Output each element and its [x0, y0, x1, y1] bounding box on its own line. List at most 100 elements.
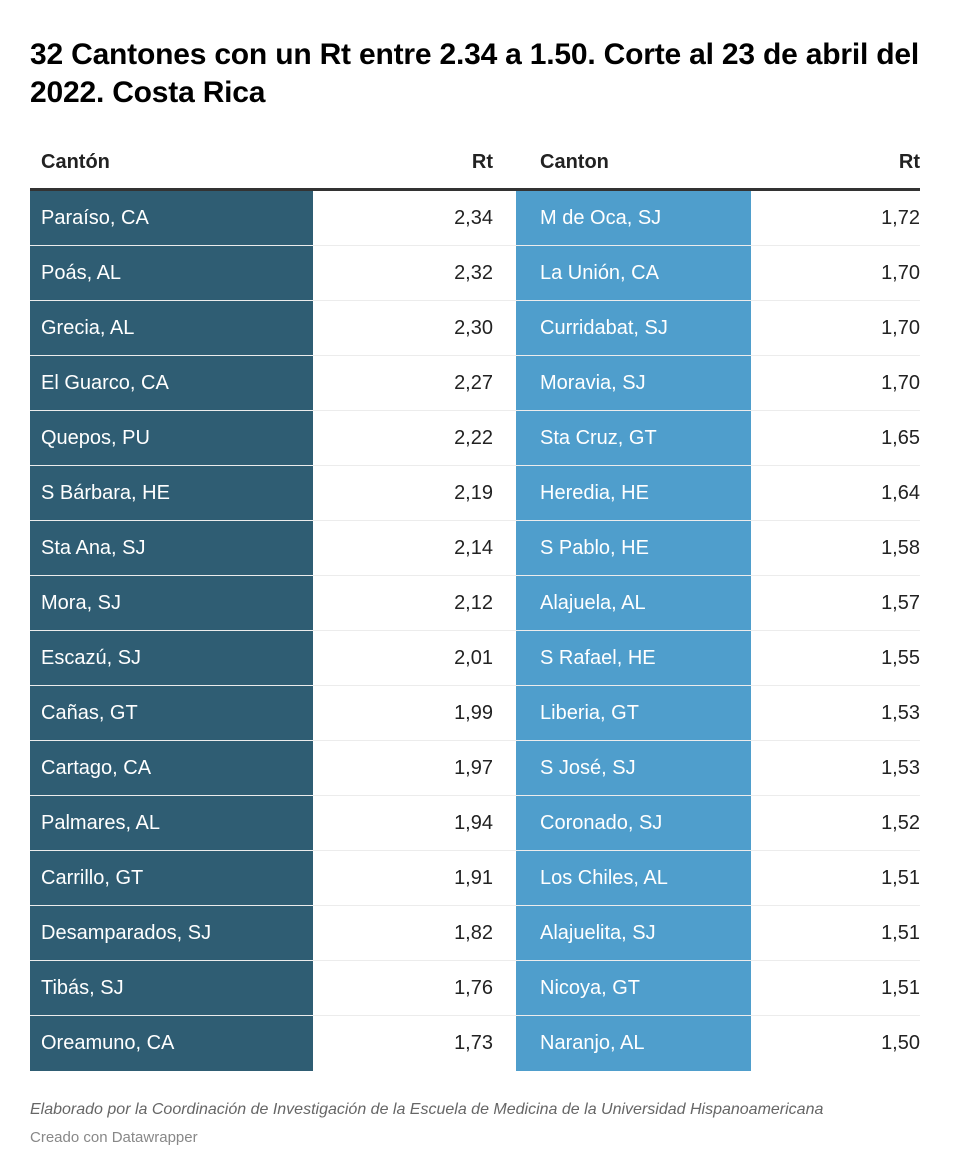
rt-value-cell-1: 1,94	[454, 812, 493, 834]
row-divider	[30, 410, 920, 411]
row-divider	[30, 795, 920, 796]
row-divider	[30, 520, 920, 521]
rt-value-cell-1: 1,73	[454, 1032, 493, 1054]
canton-name-cell-1: Escazú, SJ	[30, 631, 313, 686]
row-divider	[30, 575, 920, 576]
canton-name-cell-1: El Guarco, CA	[30, 356, 313, 411]
header-rt-2[interactable]: Rt	[898, 151, 920, 173]
header-canton-2[interactable]: Canton	[540, 151, 609, 173]
rt-value-cell-2: 1,50	[881, 1032, 920, 1054]
rt-value-cell-2: 1,70	[881, 262, 920, 284]
data-table: Cantón Rt Canton Rt Paraíso, CA 2,34 M de …	[30, 137, 920, 1071]
rt-value-cell-2: 1,64	[881, 482, 920, 504]
canton-name-cell-2: Nicoya, GT	[516, 961, 751, 1016]
canton-name-cell-1: Desamparados, SJ	[30, 906, 313, 961]
table-row: Escazú, SJ 2,01 S Rafael, HE 1,55	[30, 631, 920, 686]
table-row: Desamparados, SJ 1,82 Alajuelita, SJ 1,51	[30, 906, 920, 961]
table-row: Carrillo, GT 1,91 Los Chiles, AL 1,51	[30, 851, 920, 906]
rt-value-cell-1: 1,91	[454, 867, 493, 889]
canton-name-cell-1: Palmares, AL	[30, 796, 313, 851]
table-row: Sta Ana, SJ 2,14 S Pablo, HE 1,58	[30, 521, 920, 576]
canton-name-cell-2: Alajuela, AL	[516, 576, 751, 631]
rt-value-cell-1: 2,30	[454, 317, 493, 339]
rt-value-cell-2: 1,70	[881, 372, 920, 394]
canton-name-cell-2: Moravia, SJ	[516, 356, 751, 411]
table-row: Mora, SJ 2,12 Alajuela, AL 1,57	[30, 576, 920, 631]
header-canton-1[interactable]: Cantón	[41, 151, 110, 173]
canton-name-cell-2: S Rafael, HE	[516, 631, 751, 686]
rt-value-cell-2: 1,57	[881, 592, 920, 614]
rt-value-cell-2: 1,58	[881, 537, 920, 559]
row-divider	[30, 630, 920, 631]
canton-name-cell-1: S Bárbara, HE	[30, 466, 313, 521]
row-divider	[30, 355, 920, 356]
table-row: Paraíso, CA 2,34 M de Oca, SJ 1,72	[30, 191, 920, 246]
canton-name-cell-2: S Pablo, HE	[516, 521, 751, 576]
canton-name-cell-2: S José, SJ	[516, 741, 751, 796]
canton-name-cell-2: Alajuelita, SJ	[516, 906, 751, 961]
rt-value-cell-1: 2,12	[454, 592, 493, 614]
table-row: Poás, AL 2,32 La Unión, CA 1,70	[30, 246, 920, 301]
canton-name-cell-2: Liberia, GT	[516, 686, 751, 741]
canton-name-cell-2: M de Oca, SJ	[516, 191, 751, 246]
rt-value-cell-1: 1,82	[454, 922, 493, 944]
table-row: Tibás, SJ 1,76 Nicoya, GT 1,51	[30, 961, 920, 1016]
row-divider	[30, 1015, 920, 1016]
canton-name-cell-2: Naranjo, AL	[516, 1016, 751, 1071]
row-divider	[30, 850, 920, 851]
rt-value-cell-1: 1,97	[454, 757, 493, 779]
row-divider	[30, 960, 920, 961]
row-divider	[30, 245, 920, 246]
canton-name-cell-2: Los Chiles, AL	[516, 851, 751, 906]
row-divider	[30, 740, 920, 741]
rt-value-cell-2: 1,51	[881, 922, 920, 944]
canton-name-cell-2: Coronado, SJ	[516, 796, 751, 851]
row-divider	[30, 685, 920, 686]
rt-value-cell-1: 2,22	[454, 427, 493, 449]
canton-name-cell-1: Carrillo, GT	[30, 851, 313, 906]
table-row: Cañas, GT 1,99 Liberia, GT 1,53	[30, 686, 920, 741]
rt-value-cell-2: 1,52	[881, 812, 920, 834]
table-row: El Guarco, CA 2,27 Moravia, SJ 1,70	[30, 356, 920, 411]
table-row: Grecia, AL 2,30 Curridabat, SJ 1,70	[30, 301, 920, 356]
canton-name-cell-2: Sta Cruz, GT	[516, 411, 751, 466]
header-rt-1[interactable]: Rt	[471, 151, 493, 173]
table-row: Oreamuno, CA 1,73 Naranjo, AL 1,50	[30, 1016, 920, 1071]
rt-value-cell-2: 1,70	[881, 317, 920, 339]
canton-name-cell-2: La Unión, CA	[516, 246, 751, 301]
canton-name-cell-1: Cartago, CA	[30, 741, 313, 796]
datawrapper-credit[interactable]: Creado con Datawrapper	[30, 1129, 198, 1146]
canton-name-cell-1: Grecia, AL	[30, 301, 313, 356]
rt-value-cell-2: 1,72	[881, 207, 920, 229]
row-divider	[30, 300, 920, 301]
table-row: S Bárbara, HE 2,19 Heredia, HE 1,64	[30, 466, 920, 521]
rt-value-cell-1: 1,76	[454, 977, 493, 999]
rt-value-cell-2: 1,55	[881, 647, 920, 669]
row-divider	[30, 905, 920, 906]
canton-name-cell-1: Sta Ana, SJ	[30, 521, 313, 576]
canton-name-cell-1: Oreamuno, CA	[30, 1016, 313, 1071]
rt-value-cell-2: 1,51	[881, 867, 920, 889]
rt-value-cell-1: 2,27	[454, 372, 493, 394]
rt-value-cell-1: 2,19	[454, 482, 493, 504]
rt-value-cell-2: 1,65	[881, 427, 920, 449]
canton-name-cell-2: Curridabat, SJ	[516, 301, 751, 356]
canton-name-cell-1: Paraíso, CA	[30, 191, 313, 246]
canton-name-cell-2: Heredia, HE	[516, 466, 751, 521]
source-note: Elaborado por la Coordinación de Investi…	[30, 1101, 824, 1118]
rt-value-cell-1: 2,14	[454, 537, 493, 559]
rt-value-cell-1: 2,34	[454, 207, 493, 229]
chart-title: 32 Cantones con un Rt entre 2.34 a 1.50.…	[30, 38, 919, 109]
canton-name-cell-1: Mora, SJ	[30, 576, 313, 631]
table-header: Cantón Rt Canton Rt	[30, 137, 920, 191]
rt-value-cell-1: 2,01	[454, 647, 493, 669]
table-row: Quepos, PU 2,22 Sta Cruz, GT 1,65	[30, 411, 920, 466]
rt-value-cell-2: 1,53	[881, 702, 920, 724]
rt-value-cell-2: 1,51	[881, 977, 920, 999]
rt-value-cell-1: 1,99	[454, 702, 493, 724]
table-body: Paraíso, CA 2,34 M de Oca, SJ 1,72 Poás, AL 2…	[30, 191, 920, 1071]
rt-value-cell-2: 1,53	[881, 757, 920, 779]
canton-name-cell-1: Tibás, SJ	[30, 961, 313, 1016]
rt-value-cell-1: 2,32	[454, 262, 493, 284]
table-row: Cartago, CA 1,97 S José, SJ 1,53	[30, 741, 920, 796]
